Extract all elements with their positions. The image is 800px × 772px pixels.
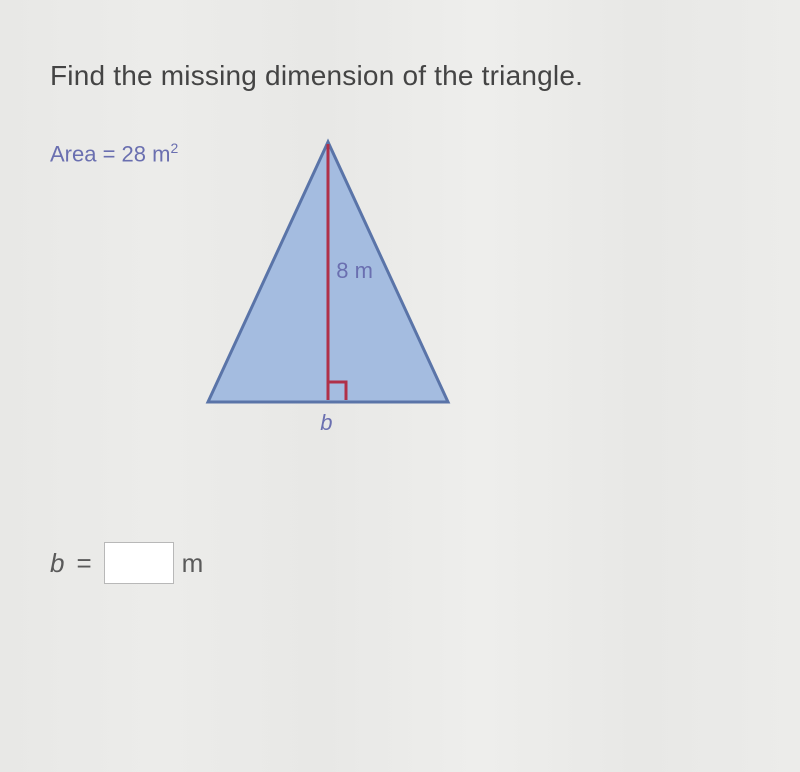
area-label: Area = 28 m2 <box>50 140 178 167</box>
answer-unit: m <box>182 548 204 579</box>
area-value: 28 <box>122 141 146 166</box>
triangle-figure: 8 m b <box>188 132 468 452</box>
answer-row: b = m <box>50 542 750 584</box>
area-unit-base: m <box>152 141 170 166</box>
triangle-svg <box>188 132 468 432</box>
figure-row: Area = 28 m2 8 m b <box>50 132 750 452</box>
answer-equals: = <box>76 548 91 579</box>
base-variable-label: b <box>320 410 332 436</box>
answer-input[interactable] <box>104 542 174 584</box>
answer-variable: b <box>50 548 64 579</box>
height-label: 8 m <box>336 258 373 284</box>
area-prefix: Area = <box>50 141 122 166</box>
area-unit-exp: 2 <box>170 140 178 156</box>
question-prompt: Find the missing dimension of the triang… <box>50 60 750 92</box>
